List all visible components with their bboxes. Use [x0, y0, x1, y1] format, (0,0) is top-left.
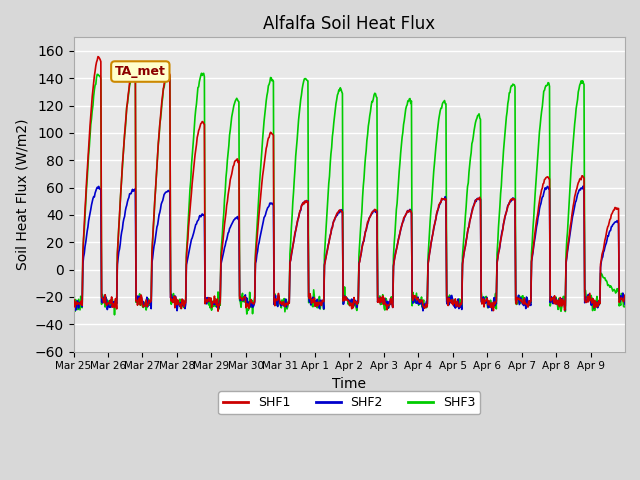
SHF2: [438, 197, 445, 203]
SHF1: [94, 54, 102, 60]
Legend: SHF1, SHF2, SHF3: SHF1, SHF2, SHF3: [218, 391, 481, 414]
SHF2: [134, 297, 142, 303]
SHF2: [236, 293, 243, 299]
SHF3: [264, 83, 272, 89]
SHF3: [111, 312, 118, 318]
X-axis label: Time: Time: [332, 377, 366, 391]
SHF1: [621, 292, 629, 298]
SHF1: [264, 135, 272, 141]
Line: SHF3: SHF3: [74, 73, 625, 315]
SHF3: [438, 101, 446, 107]
Line: SHF1: SHF1: [74, 57, 625, 311]
Title: Alfalfa Soil Heat Flux: Alfalfa Soil Heat Flux: [263, 15, 435, 33]
SHF2: [419, 308, 427, 313]
Text: TA_met: TA_met: [115, 65, 166, 78]
SHF1: [438, 196, 446, 202]
SHF1: [214, 308, 222, 314]
SHF2: [70, 298, 77, 303]
SHF3: [408, 98, 415, 104]
SHF1: [135, 296, 143, 301]
SHF2: [579, 183, 587, 189]
SHF1: [237, 295, 245, 301]
SHF1: [285, 300, 293, 306]
Line: SHF2: SHF2: [74, 186, 625, 311]
SHF2: [284, 300, 292, 306]
SHF1: [408, 209, 415, 215]
SHF1: [70, 297, 77, 303]
SHF3: [163, 70, 171, 76]
SHF3: [70, 307, 77, 312]
SHF2: [406, 206, 414, 212]
SHF2: [621, 301, 629, 307]
SHF3: [621, 303, 629, 309]
SHF3: [135, 295, 143, 300]
SHF3: [285, 297, 293, 302]
Y-axis label: Soil Heat Flux (W/m2): Soil Heat Flux (W/m2): [15, 119, 29, 270]
SHF2: [263, 207, 271, 213]
SHF3: [237, 304, 245, 310]
